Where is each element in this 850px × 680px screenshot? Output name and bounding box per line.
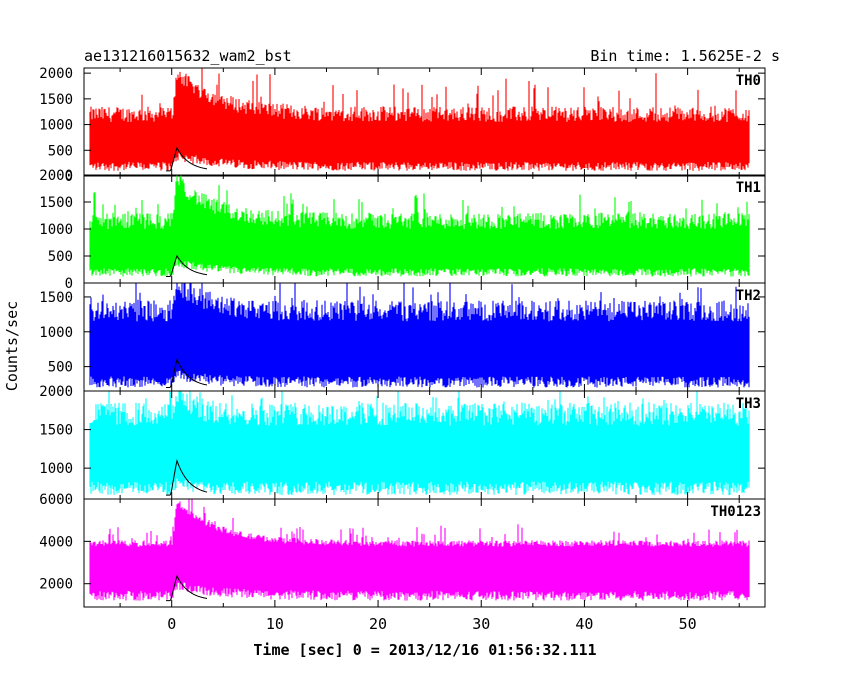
y-axis-label: Counts/sec	[3, 301, 21, 391]
y-tick-label: 0	[65, 169, 73, 185]
panel-th1: TH1 0 500 1000 1500 2000	[39, 168, 766, 292]
series-th0123-line	[89, 499, 750, 601]
y-tick-label: 1000	[39, 461, 73, 477]
y-tick-label: 1000	[39, 222, 73, 238]
y-tick-label: 1500	[39, 195, 73, 211]
y-tick-label: 2000	[39, 577, 73, 593]
panel-frame	[83, 67, 766, 177]
panel-th3: TH3 1000 1500 2000	[39, 384, 766, 500]
y-tick-label: 1000	[39, 325, 73, 341]
x-tick-label: 50	[679, 615, 697, 633]
panel-label-th0123: TH0123	[710, 504, 761, 520]
chart-title: ae131216015632_wam2_bst	[84, 47, 292, 65]
x-tick-label: 0	[167, 615, 176, 633]
panel-label-th2: TH2	[736, 288, 761, 304]
y-tick-label: 500	[48, 143, 73, 159]
panel-frame	[83, 498, 766, 608]
series-th3-lower-trace	[166, 459, 208, 496]
y-tick-label: 4000	[39, 534, 73, 550]
y-tick-label: 2000	[39, 384, 73, 400]
y-tick-label: 1000	[39, 118, 73, 134]
series-th0123-lower-trace	[166, 574, 208, 602]
x-tick-label: 10	[266, 615, 284, 633]
x-tick-label: 30	[472, 615, 490, 633]
panels: TH00500100015002000TH10500100015002000TH…	[39, 66, 766, 633]
panel-th0123: TH0123 2000 4000 6000	[39, 492, 766, 608]
series-th1-lower-trace	[166, 254, 208, 277]
series-th0-lower-trace	[166, 146, 208, 172]
panel-th2: TH2 500 1000 1500	[39, 282, 766, 392]
panel-th0: TH0 0 500 1000 1500 2000	[39, 66, 766, 185]
y-tick-label: 500	[48, 249, 73, 265]
panel-label-th1: TH1	[736, 180, 761, 196]
y-tick-label: 0	[65, 276, 73, 292]
y-tick-label: 500	[48, 360, 73, 376]
series-th0-line	[89, 68, 750, 171]
x-axis-label: Time [sec] 0 = 2013/12/16 01:56:32.111	[253, 641, 596, 659]
y-tick-label: 1500	[39, 423, 73, 439]
x-tick-label: 40	[575, 615, 593, 633]
panel-label-th3: TH3	[736, 396, 761, 412]
y-tick-label: 2000	[39, 168, 73, 184]
y-tick-label: 1500	[39, 92, 73, 108]
x-tick-label: 20	[369, 615, 387, 633]
series-th2-lower-trace	[166, 358, 208, 388]
series-th2-line	[89, 283, 750, 388]
series-th1-line	[89, 175, 750, 277]
bin-time-label: Bin time: 1.5625E-2 s	[590, 47, 780, 65]
y-tick-label: 6000	[39, 492, 73, 508]
y-tick-label: 1500	[39, 290, 73, 306]
panel-label-th0: TH0	[736, 73, 761, 89]
series-th3-line	[89, 391, 750, 496]
y-tick-label: 2000	[39, 66, 73, 82]
